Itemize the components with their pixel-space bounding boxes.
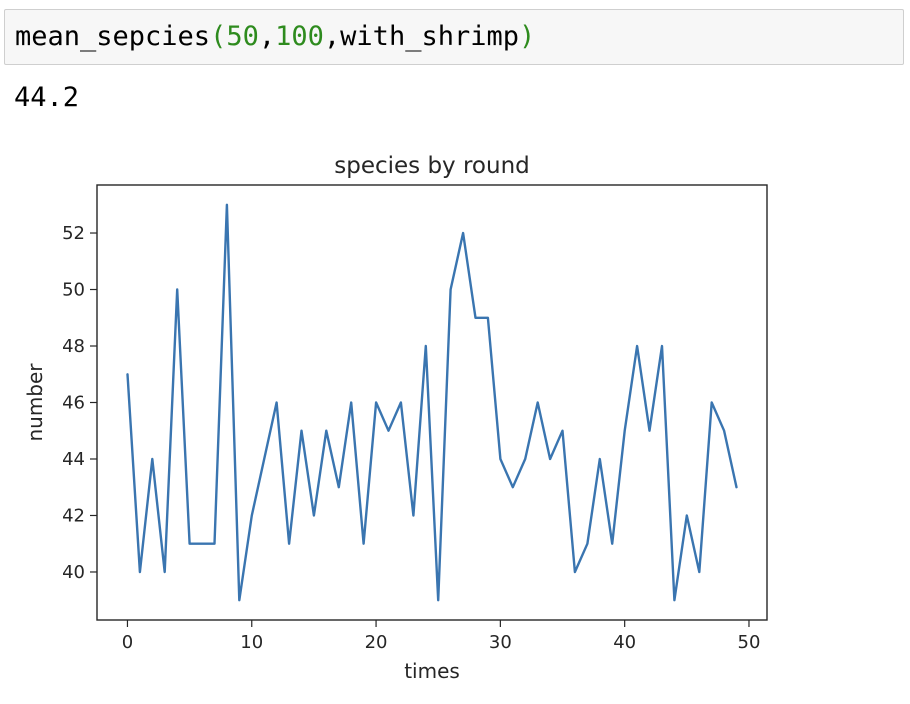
y-tick-label: 48 bbox=[62, 336, 85, 357]
y-tick-label: 52 bbox=[62, 223, 85, 244]
y-tick-label: 44 bbox=[62, 449, 85, 470]
x-tick-label: 0 bbox=[122, 632, 133, 653]
y-tick-label: 46 bbox=[62, 393, 85, 414]
x-tick-label: 30 bbox=[489, 632, 512, 653]
series-line bbox=[126, 203, 738, 602]
cell-output-value: 44.2 bbox=[14, 82, 80, 113]
code-cell-input[interactable]: mean_sepcies(50,100,with_shrimp) bbox=[4, 9, 904, 65]
x-tick-label: 20 bbox=[365, 632, 388, 653]
code-comma-2: , bbox=[323, 21, 341, 52]
code-arg-2: 100 bbox=[275, 21, 324, 52]
x-tick-label: 40 bbox=[613, 632, 636, 653]
code-arg-1: 50 bbox=[226, 21, 259, 52]
chart-title: species by round bbox=[334, 153, 530, 179]
y-tick-label: 40 bbox=[62, 562, 85, 583]
code-function-name: mean_sepcies bbox=[15, 21, 211, 52]
plot-layer: species by round 0 10 20 30 40 50 40 42 44 46 48 50 5… bbox=[23, 153, 768, 683]
y-tick-label: 42 bbox=[62, 505, 85, 526]
code-close-paren: ) bbox=[518, 21, 536, 52]
x-tick-label: 10 bbox=[240, 632, 263, 653]
y-axis-label: number bbox=[23, 363, 47, 442]
code-comma-1: , bbox=[258, 21, 276, 52]
y-tick-label: 50 bbox=[62, 280, 85, 301]
x-axis-label: times bbox=[404, 659, 460, 683]
line-chart: species by round 0 10 20 30 40 50 40 42 44 46 48 50 5… bbox=[23, 153, 768, 683]
x-tick-label: 50 bbox=[738, 632, 761, 653]
code-open-paren: ( bbox=[210, 21, 227, 52]
code-arg-3: with_shrimp bbox=[340, 21, 519, 52]
plot-frame bbox=[96, 184, 768, 621]
